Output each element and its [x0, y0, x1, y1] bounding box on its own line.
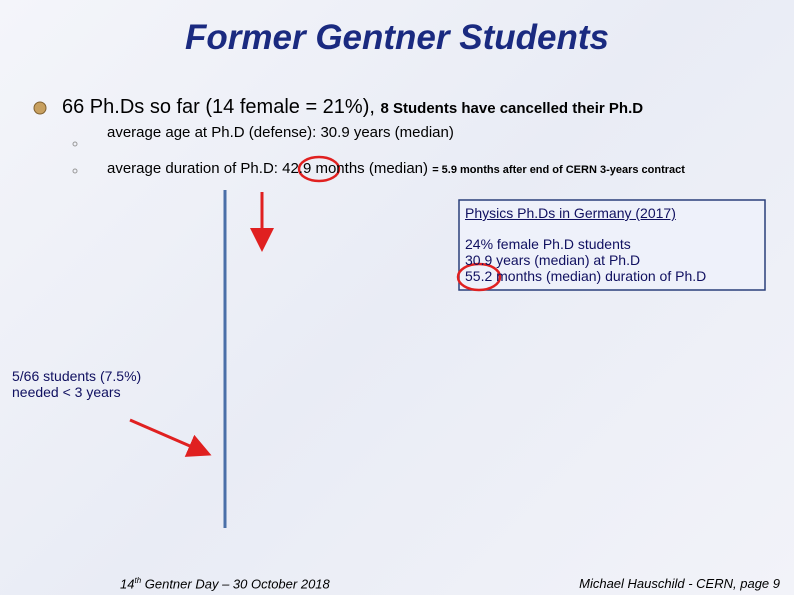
footer-number: 14 [120, 576, 135, 592]
highlight-circle [297, 155, 341, 183]
sub-bullet-text: average duration of Ph.D: 42.9 months (m… [107, 160, 429, 177]
arrow [129, 418, 212, 457]
main-bullet: 66 Ph.Ds so far (14 female = 21%), 8 Stu… [62, 96, 643, 119]
footer-left: 14th Gentner Day – 30 October 2018 [120, 576, 330, 591]
box-line: 30.9 years (median) at Ph.D [465, 252, 641, 268]
sub-bullet-note: = 5.9 months after end of CERN 3-years c… [432, 164, 685, 176]
bullet-icon [33, 101, 47, 115]
highlight-circle [456, 262, 502, 292]
footer-right: Michael Hauschild - CERN, page 9 [579, 576, 780, 591]
main-bullet-text: 66 Ph.Ds so far (14 female = 21%), [62, 96, 375, 118]
main-bullet-note: 8 Students have cancelled their Ph.D [380, 100, 644, 117]
box-line: 55.2 months (median) duration of Ph.D [465, 268, 707, 284]
annotation: needed < 3 years [12, 384, 121, 400]
box-title: Physics Ph.Ds in Germany (2017) [465, 205, 676, 221]
sub-bullet: average duration of Ph.D: 42.9 months (m… [107, 160, 685, 177]
box-line: 24% female Ph.D students [465, 236, 631, 252]
title: Former Gentner Students [185, 18, 609, 57]
info-box [458, 199, 766, 291]
annotation: 5/66 students (7.5%) [12, 368, 142, 384]
sub-bullet-icon [72, 168, 78, 174]
footer-sup: th [134, 576, 142, 585]
sub-bullet: average age at Ph.D (defense): 30.9 year… [107, 124, 454, 141]
footer-text: Gentner Day – 30 October 2018 [141, 576, 330, 592]
sub-bullet-icon [72, 141, 78, 147]
